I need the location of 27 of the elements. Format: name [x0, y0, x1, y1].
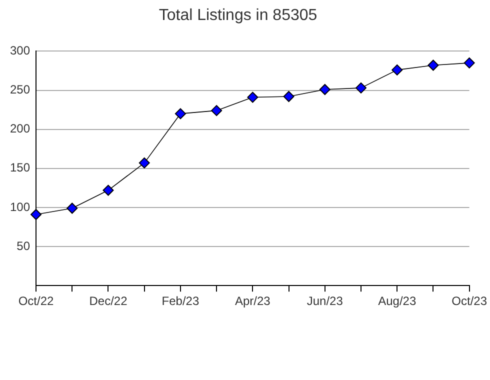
x-tick-label: Oct/22 [18, 294, 54, 308]
point [392, 64, 403, 76]
x-tick-label: Apr/23 [234, 294, 271, 308]
x-tick-label: Oct/23 [452, 294, 488, 308]
point [30, 209, 42, 220]
y-tick-label: 150 [10, 160, 30, 175]
x-tick-label: Dec/22 [89, 294, 128, 308]
point [428, 60, 439, 71]
point [66, 202, 78, 214]
point [102, 184, 114, 196]
x-tick-label: Feb/23 [162, 294, 200, 308]
point [174, 108, 186, 120]
point [211, 105, 222, 116]
y-tick-label: 200 [10, 122, 30, 136]
point [319, 84, 330, 95]
chart-title: Total Listings in 85305 [158, 7, 318, 24]
x-tick-label: Jun/23 [306, 294, 344, 308]
y-tick-label: 100 [10, 200, 30, 214]
point [247, 92, 258, 103]
y-tick-label: 50 [16, 238, 30, 253]
y-tick-label: 250 [10, 82, 30, 97]
point [356, 82, 366, 94]
point [138, 157, 150, 168]
point [464, 57, 475, 68]
x-tick-label: Aug/23 [378, 294, 416, 308]
point [283, 91, 294, 102]
y-tick-label: 300 [10, 44, 30, 58]
